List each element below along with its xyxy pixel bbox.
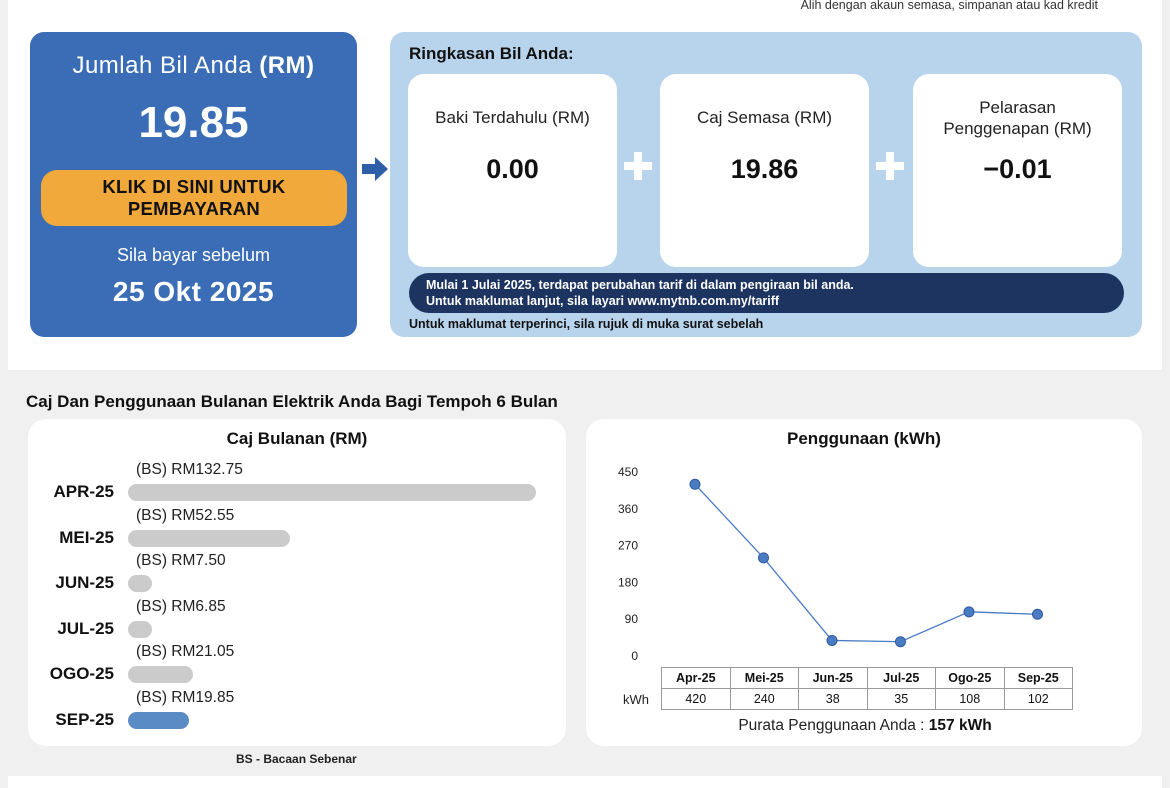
total-bill-title-unit: (RM)	[259, 52, 315, 79]
usage-month-cell: Jun-25	[798, 667, 868, 689]
usage-point	[758, 552, 769, 564]
usage-table-value-row: 420 240 38 35 108 102	[661, 688, 1073, 710]
usage-line-chart: 450 360 270 180 90 0	[618, 465, 1043, 663]
usage-title: Penggunaan (kWh)	[787, 429, 941, 448]
usage-series-line	[694, 483, 1038, 643]
usage-month-cell: Sep-25	[1003, 667, 1073, 689]
usage-value-cell: 420	[661, 688, 731, 710]
summary-title: Ringkasan Bil Anda:	[409, 44, 574, 63]
charge-row: (BS) RM19.85 SEP-25	[28, 689, 566, 739]
usage-value-cell: 35	[866, 688, 936, 710]
bs-legend: BS - Bacaan Sebenar	[236, 752, 357, 766]
rounding-adjustment-label: Pelarasan Penggenapan (RM)	[943, 98, 1092, 138]
y-tick-label: 90	[625, 612, 639, 626]
usage-value-cell: 240	[729, 688, 799, 710]
usage-point	[963, 606, 975, 618]
charge-value-label: (BS) RM52.55	[136, 506, 235, 524]
total-bill-card: Jumlah Bil Anda (RM) 19.85 KLIK DI SINI …	[30, 32, 357, 337]
arrow-right-icon	[362, 157, 388, 181]
monthly-charges-card: Caj Bulanan (RM) (BS) RM132.75 APR-25 (BS)…	[28, 419, 566, 746]
previous-balance-label: Baki Terdahulu (RM)	[435, 108, 590, 127]
total-bill-title: Jumlah Bil Anda (RM)	[30, 52, 357, 80]
charge-value-label: (BS) RM19.85	[136, 689, 235, 706]
y-tick-label: 270	[618, 539, 638, 553]
charge-row: (BS) RM21.05 OGO-25	[28, 643, 566, 693]
section-title: Caj Dan Penggunaan Bulanan Elektrik Anda…	[26, 392, 558, 411]
tariff-banner-line-1: Mulai 1 Julai 2025, terdapat perubahan t…	[426, 278, 854, 292]
tariff-change-banner: Mulai 1 Julai 2025, terdapat perubahan t…	[409, 273, 1124, 313]
charge-bar	[128, 666, 193, 684]
total-bill-title-text: Jumlah Bil Anda	[72, 52, 253, 79]
average-usage-value: 157 kWh	[928, 717, 992, 734]
charge-month-label: APR-25	[53, 482, 114, 501]
previous-balance-card: Baki Terdahulu (RM) 0.00	[408, 74, 617, 267]
charge-row: (BS) RM132.75 APR-25	[28, 461, 566, 511]
due-date-label: Sila bayar sebelum	[116, 245, 271, 265]
charge-month-label: MEI-25	[59, 527, 114, 547]
average-usage-label: Purata Penggunaan Anda :	[738, 717, 925, 734]
usage-point	[895, 636, 906, 648]
rounding-adjustment-value: −0.01	[983, 154, 1052, 184]
charge-month-label: JUL-25	[57, 618, 114, 638]
detail-reference-note: Untuk maklumat terperinci, sila rujuk di…	[409, 317, 764, 331]
y-tick-label: 0	[631, 649, 638, 663]
usage-month-cell: Ogo-25	[935, 667, 1005, 689]
payment-method-note: Alih dengan akaun semasa, simpanan atau …	[800, 0, 1098, 12]
charge-bar	[128, 620, 152, 638]
total-bill-amount: 19.85	[138, 98, 249, 147]
usage-value-cell: 108	[935, 688, 1005, 710]
charge-value-label: (BS) RM7.50	[136, 552, 226, 570]
bill-summary-card: Ringkasan Bil Anda: Baki Terdahulu (RM) …	[390, 32, 1142, 337]
charge-bar	[128, 575, 152, 593]
charge-value-label: (BS) RM132.75	[136, 461, 243, 478]
charge-value-label: (BS) RM21.05	[136, 643, 235, 661]
usage-value-cell: 38	[798, 688, 868, 710]
usage-card: Penggunaan (kWh) 450 360 270 180 90 0 Apr-25 M…	[586, 419, 1142, 746]
rounding-adjustment-card: Pelarasan Penggenapan (RM) −0.01	[913, 74, 1122, 267]
pay-now-button[interactable]: KLIK DI SINI UNTUK PEMBAYARAN	[41, 170, 347, 226]
usage-point	[1032, 608, 1043, 620]
usage-table-header-row: Apr-25 Mei-25 Jun-25 Jul-25 Ogo-25 Sep-25	[661, 667, 1073, 689]
usage-month-cell: Apr-25	[661, 667, 731, 689]
charge-month-label: JUN-25	[55, 573, 114, 593]
usage-point	[826, 634, 838, 646]
current-charge-label: Caj Semasa (RM)	[696, 108, 833, 127]
y-tick-label: 360	[618, 502, 638, 516]
charge-bar	[128, 712, 189, 729]
y-tick-label: 450	[618, 465, 638, 479]
average-usage: Purata Penggunaan Anda : 157 kWh	[586, 717, 1142, 735]
charge-month-label: OGO-25	[49, 664, 114, 684]
current-charge-value: 19.86	[730, 154, 799, 184]
usage-unit-label: kWh	[623, 692, 649, 707]
usage-point	[689, 478, 701, 490]
bottom-panel-edge	[8, 776, 1162, 788]
charge-row: (BS) RM52.55 MEI-25	[28, 507, 566, 557]
charge-row: (BS) RM7.50 JUN-25	[28, 552, 566, 602]
current-charge-card: Caj Semasa (RM) 19.86	[660, 74, 869, 267]
charge-month-label: SEP-25	[55, 710, 114, 729]
usage-table: Apr-25 Mei-25 Jun-25 Jul-25 Ogo-25 Sep-25 420…	[661, 667, 1073, 710]
charge-bar	[128, 484, 536, 501]
usage-value-cell: 102	[1003, 688, 1073, 710]
monthly-charges-title: Caj Bulanan (RM)	[226, 429, 368, 448]
charge-bar	[128, 529, 290, 547]
usage-month-cell: Mei-25	[729, 667, 799, 689]
due-date-value: 25 Okt 2025	[112, 276, 275, 307]
charge-value-label: (BS) RM6.85	[136, 597, 226, 615]
y-tick-label: 180	[618, 575, 638, 589]
previous-balance-value: 0.00	[486, 154, 539, 184]
tariff-banner-line-2: Untuk maklumat lanjut, sila layari www.m…	[426, 294, 780, 308]
plus-icon	[876, 152, 904, 180]
plus-icon	[624, 152, 652, 180]
charge-row: (BS) RM6.85 JUL-25	[28, 598, 566, 648]
usage-month-cell: Jul-25	[866, 667, 936, 689]
